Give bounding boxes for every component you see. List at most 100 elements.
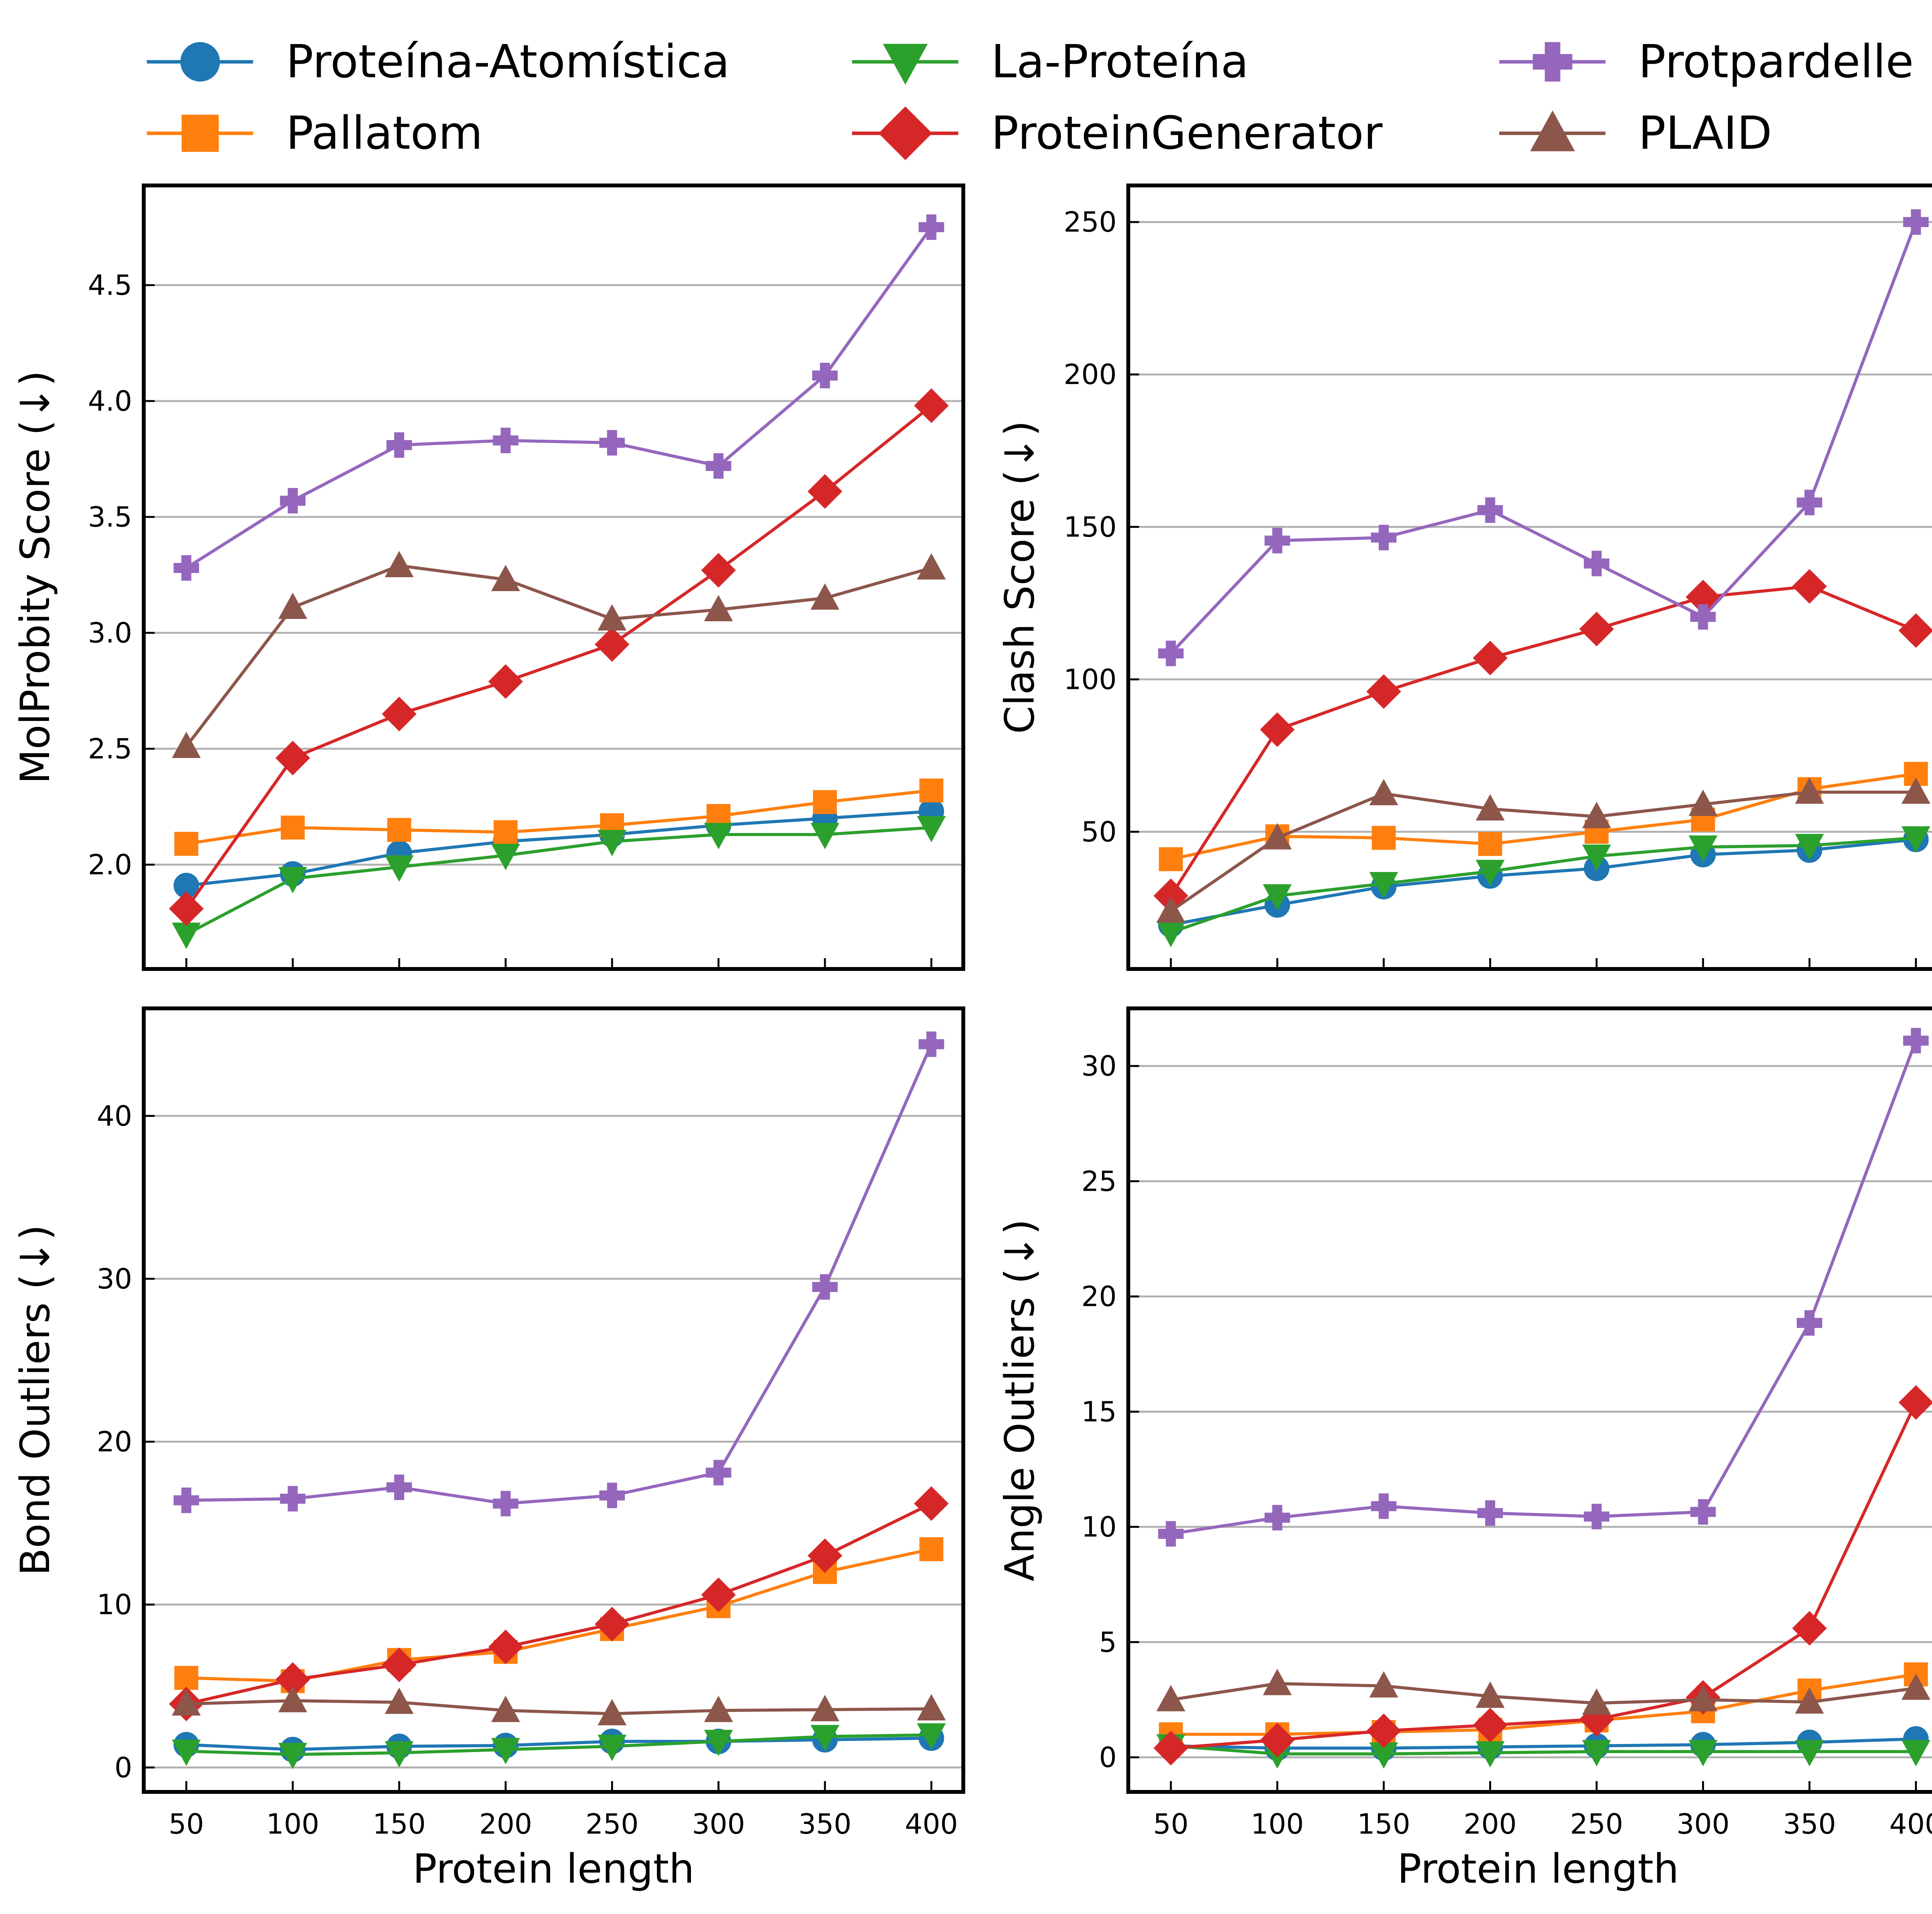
- data-point: [172, 731, 201, 758]
- data-point: [488, 1629, 523, 1664]
- data-point: [1477, 1500, 1503, 1526]
- data-point: [1690, 1499, 1716, 1525]
- axes-frame: [142, 184, 965, 971]
- y-tick-label: 150: [1064, 511, 1117, 543]
- data-point: [1371, 1493, 1397, 1519]
- data-point: [914, 388, 949, 423]
- data-point: [1898, 1385, 1932, 1420]
- data-point: [810, 1725, 840, 1751]
- y-tick-label: 50: [1081, 816, 1117, 848]
- series: [1158, 1028, 1929, 1547]
- plot-area: [169, 1031, 949, 1770]
- data-point: [1371, 525, 1397, 551]
- data-point: [1901, 826, 1930, 853]
- data-point: [1366, 1713, 1401, 1748]
- legend-entry: PLAID: [1499, 106, 1772, 160]
- series-line: [185, 404, 932, 910]
- chart-panel: 50 100 150 200 250 Clash Score (↓): [996, 184, 1932, 971]
- data-point: [1903, 1028, 1929, 1054]
- data-point: [174, 1666, 199, 1690]
- legend-marker: [1530, 110, 1575, 151]
- series: [173, 214, 944, 581]
- x-tick-label: 350: [1783, 1808, 1836, 1840]
- series-line: [1170, 836, 1916, 934]
- x-tick-label: 250: [1570, 1808, 1623, 1840]
- series: [172, 1723, 946, 1770]
- data-point: [1582, 1688, 1611, 1715]
- series: [1156, 1669, 1930, 1715]
- series-line: [185, 564, 932, 748]
- plot-area: [1153, 1028, 1932, 1769]
- series: [169, 1486, 949, 1722]
- x-tick-label: 300: [692, 1808, 745, 1840]
- data-point: [173, 555, 199, 581]
- data-point: [491, 844, 520, 870]
- series-line: [1169, 585, 1917, 897]
- data-point: [919, 779, 944, 802]
- data-point: [386, 1474, 412, 1500]
- legend: Proteína-Atomística Pallatom La-Proteína Pr…: [147, 35, 1914, 160]
- data-point: [808, 474, 842, 509]
- series: [172, 551, 946, 758]
- series-line: [186, 1699, 932, 1715]
- series-line: [185, 826, 932, 936]
- legend-marker: [883, 44, 928, 85]
- series-line: [186, 1044, 933, 1505]
- series: [1156, 826, 1930, 947]
- data-point: [706, 1460, 731, 1486]
- legend-label: Proteína-Atomística: [286, 35, 730, 88]
- series-line: [1170, 1744, 1916, 1756]
- data-point: [1263, 1669, 1292, 1695]
- series: [173, 1031, 944, 1516]
- series: [1156, 777, 1930, 923]
- data-point: [706, 453, 731, 479]
- data-point: [1584, 551, 1609, 576]
- data-point: [491, 1696, 520, 1722]
- data-point: [810, 1695, 840, 1722]
- series-line: [1170, 790, 1916, 913]
- data-point: [1582, 802, 1611, 828]
- data-point: [387, 818, 412, 842]
- y-tick-label: 10: [97, 1588, 132, 1621]
- data-point: [1264, 528, 1290, 554]
- legend-label: ProteinGenerator: [991, 106, 1383, 160]
- series-line: [1170, 1682, 1916, 1705]
- series: [172, 816, 946, 949]
- y-tick-label: 250: [1064, 206, 1117, 238]
- series: [1153, 1385, 1932, 1766]
- data-point: [1689, 789, 1718, 816]
- data-point: [701, 553, 736, 588]
- y-tick-label: 5: [1099, 1626, 1117, 1658]
- legend-marker: [181, 114, 219, 152]
- x-tick-label: 400: [905, 1808, 958, 1840]
- x-tick-label: 150: [1357, 1808, 1410, 1840]
- axes-frame: [1126, 184, 1932, 971]
- y-tick-label: 3.0: [88, 617, 132, 649]
- data-point: [704, 1730, 733, 1756]
- data-point: [1369, 1671, 1398, 1698]
- data-point: [1795, 777, 1824, 804]
- data-point: [1792, 569, 1827, 604]
- y-tick-label: 200: [1064, 358, 1117, 391]
- data-point: [1690, 604, 1716, 630]
- data-point: [1901, 1740, 1930, 1766]
- legend-label: Pallatom: [286, 106, 483, 160]
- axes-frame: [1126, 1006, 1932, 1794]
- data-point: [280, 488, 306, 513]
- data-point: [1369, 872, 1398, 899]
- data-point: [1477, 497, 1503, 523]
- data-point: [278, 1686, 308, 1712]
- chart-panel: 0 5 10 15 20 25 30 50 100 150 200 250 300 350 400 Angle…: [996, 1006, 1932, 1892]
- data-point: [1898, 613, 1932, 648]
- data-point: [704, 823, 733, 850]
- data-point: [1796, 1310, 1822, 1336]
- data-point: [491, 1738, 520, 1764]
- data-point: [595, 1606, 629, 1642]
- data-point: [280, 1486, 306, 1512]
- data-point: [493, 820, 518, 844]
- legend-entry: La-Proteína: [852, 35, 1249, 88]
- series-line: [186, 1733, 932, 1756]
- data-point: [599, 1482, 625, 1508]
- series-line: [185, 226, 933, 569]
